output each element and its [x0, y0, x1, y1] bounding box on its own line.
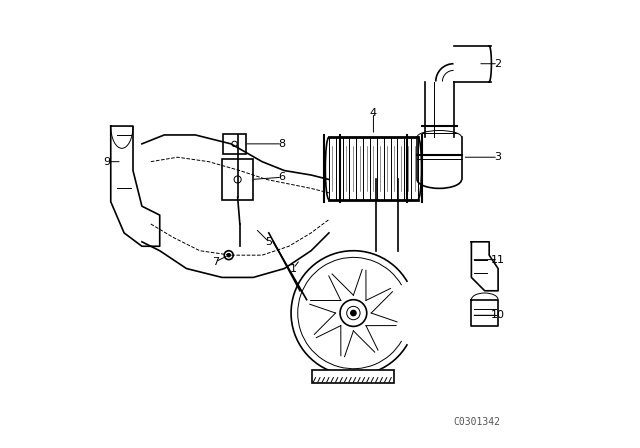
FancyBboxPatch shape: [223, 134, 246, 154]
Circle shape: [351, 310, 356, 316]
Circle shape: [227, 254, 230, 257]
Text: 11: 11: [491, 254, 505, 265]
Text: 7: 7: [212, 257, 219, 267]
Text: 9: 9: [104, 157, 111, 167]
Text: 3: 3: [495, 152, 502, 162]
Text: C0301342: C0301342: [453, 417, 500, 426]
Text: 2: 2: [495, 59, 502, 69]
Text: 8: 8: [278, 139, 285, 149]
Text: 5: 5: [266, 237, 272, 247]
Text: 6: 6: [278, 172, 285, 182]
Text: 1: 1: [290, 263, 297, 274]
FancyBboxPatch shape: [222, 159, 253, 199]
Text: 10: 10: [491, 310, 505, 320]
Text: 4: 4: [370, 108, 377, 118]
FancyBboxPatch shape: [312, 370, 394, 383]
